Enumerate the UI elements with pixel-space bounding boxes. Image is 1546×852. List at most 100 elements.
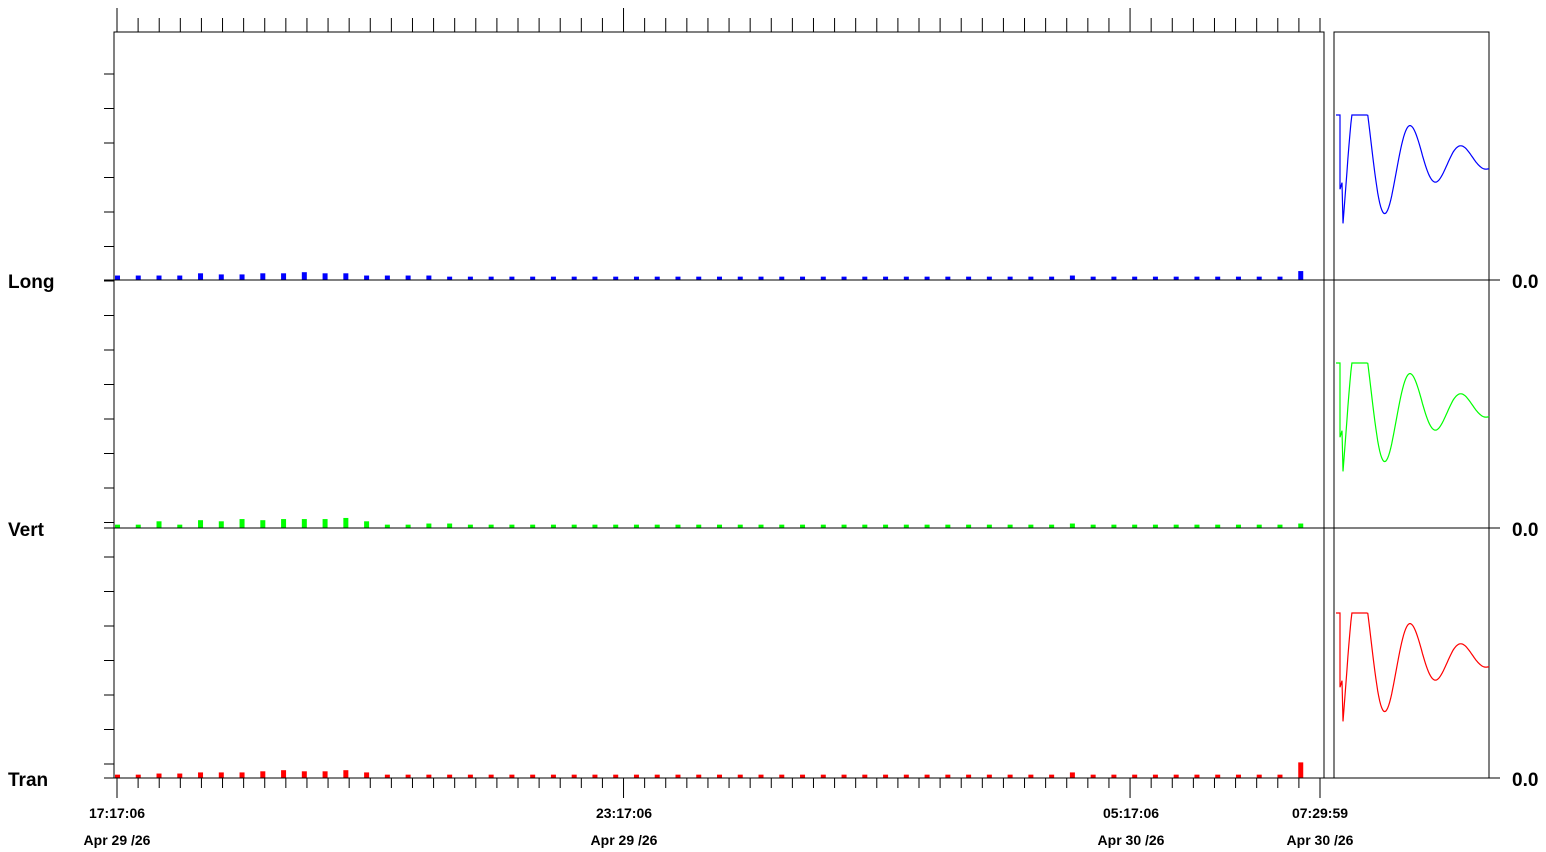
x-tick-time: 07:29:59 [1292, 805, 1348, 821]
x-tick-date: Apr 29 /26 [591, 832, 658, 848]
bar-long [198, 273, 204, 280]
x-tick-labels: 17:17:06 Apr 29 /26 23:17:06 Apr 29 /26 05:1… [84, 805, 1354, 848]
bar-vert [177, 524, 183, 528]
bar-tran [1007, 774, 1013, 778]
bar-long [322, 273, 328, 280]
bar-vert [1235, 524, 1241, 528]
bar-tran [260, 771, 266, 778]
bar-vert [862, 524, 868, 528]
bar-tran [945, 774, 951, 778]
bar-tran [156, 773, 162, 778]
bar-tran [966, 774, 972, 778]
bar-long [550, 276, 556, 280]
series-label-long: Long [8, 272, 54, 293]
bar-tran [405, 774, 411, 778]
bar-vert [405, 524, 411, 528]
bar-tran [986, 774, 992, 778]
bar-long [1194, 276, 1200, 280]
bar-vert [384, 524, 390, 528]
bar-vert [364, 521, 370, 528]
bar-long [447, 276, 453, 280]
bar-vert [800, 524, 806, 528]
bar-vert [343, 517, 349, 528]
bar-tran [717, 774, 722, 778]
bar-vert [1111, 524, 1117, 528]
bar-tran [530, 774, 536, 778]
bar-long [675, 276, 681, 280]
bar-long [592, 276, 598, 280]
series-labels: Long 0.0 Vert 0.0 Tran 0.0 [8, 272, 1538, 791]
bar-tran [924, 774, 930, 778]
bar-long [1049, 276, 1055, 280]
bar-vert [1152, 524, 1158, 528]
bar-vert [115, 524, 120, 528]
x-tick-date: Apr 30 /26 [1287, 832, 1354, 848]
bar-vert [198, 520, 204, 528]
bar-long [654, 276, 660, 280]
main-plot-frame [113, 31, 1325, 779]
bar-vert [1090, 524, 1096, 528]
bar-long [1132, 276, 1138, 280]
bar-tran [800, 774, 806, 778]
bar-vert [613, 524, 619, 528]
baseline-value-long: 0.0 [1512, 272, 1538, 293]
bar-tran [1173, 774, 1179, 778]
bar-tran [613, 774, 619, 778]
bar-vert [281, 519, 287, 528]
bar-vert [1277, 524, 1283, 528]
x-tick-date: Apr 29 /26 [84, 832, 151, 848]
bar-vert [156, 521, 162, 528]
bar-tran [239, 772, 245, 778]
bar-vert [779, 524, 785, 528]
bar-tran [384, 774, 390, 778]
bar-long [633, 276, 639, 280]
inset-wave-long [1336, 114, 1490, 224]
bar-vert [924, 524, 930, 528]
bar-long [924, 276, 930, 280]
bar-tran [1132, 774, 1138, 778]
bar-vert [1215, 524, 1221, 528]
bar-tran [364, 772, 370, 778]
x-tick-time: 05:17:06 [1103, 805, 1159, 821]
bar-tran [1298, 762, 1304, 778]
left-axis-ticks [104, 73, 114, 765]
bar-tran [1028, 774, 1034, 778]
bar-vert [301, 519, 307, 528]
bar-long [426, 275, 432, 280]
bar-long [1090, 276, 1096, 280]
bar-vert [883, 524, 889, 528]
bar-tran [1090, 774, 1096, 778]
bar-vert [820, 524, 826, 528]
bar-tran [1256, 774, 1262, 778]
bar-tran [115, 774, 120, 778]
bar-tran [903, 774, 909, 778]
bar-vert [509, 524, 515, 528]
bar-long [488, 276, 494, 280]
bar-long [717, 276, 722, 280]
bar-long [903, 276, 909, 280]
bar-series [115, 271, 1304, 778]
bar-tran [1049, 774, 1055, 778]
bar-tran [426, 774, 432, 778]
bar-vert [1298, 523, 1304, 528]
bar-long [1215, 276, 1221, 280]
bar-long [135, 275, 141, 280]
bar-tran [758, 774, 764, 778]
bar-vert [696, 524, 702, 528]
bar-vert [426, 523, 432, 528]
bar-long [1235, 276, 1241, 280]
bar-long [281, 273, 287, 280]
bar-long [115, 275, 120, 280]
bar-tran [841, 774, 847, 778]
series-label-tran: Tran [8, 770, 48, 791]
bar-vert [530, 524, 536, 528]
bar-long [1069, 275, 1075, 280]
inset-plot-frame [1333, 31, 1490, 779]
inset-wave-tran [1336, 612, 1490, 722]
bar-tran [1194, 774, 1200, 778]
bar-vert [945, 524, 951, 528]
bar-tran [696, 774, 702, 778]
bar-vert [758, 524, 764, 528]
bar-tran [820, 774, 826, 778]
